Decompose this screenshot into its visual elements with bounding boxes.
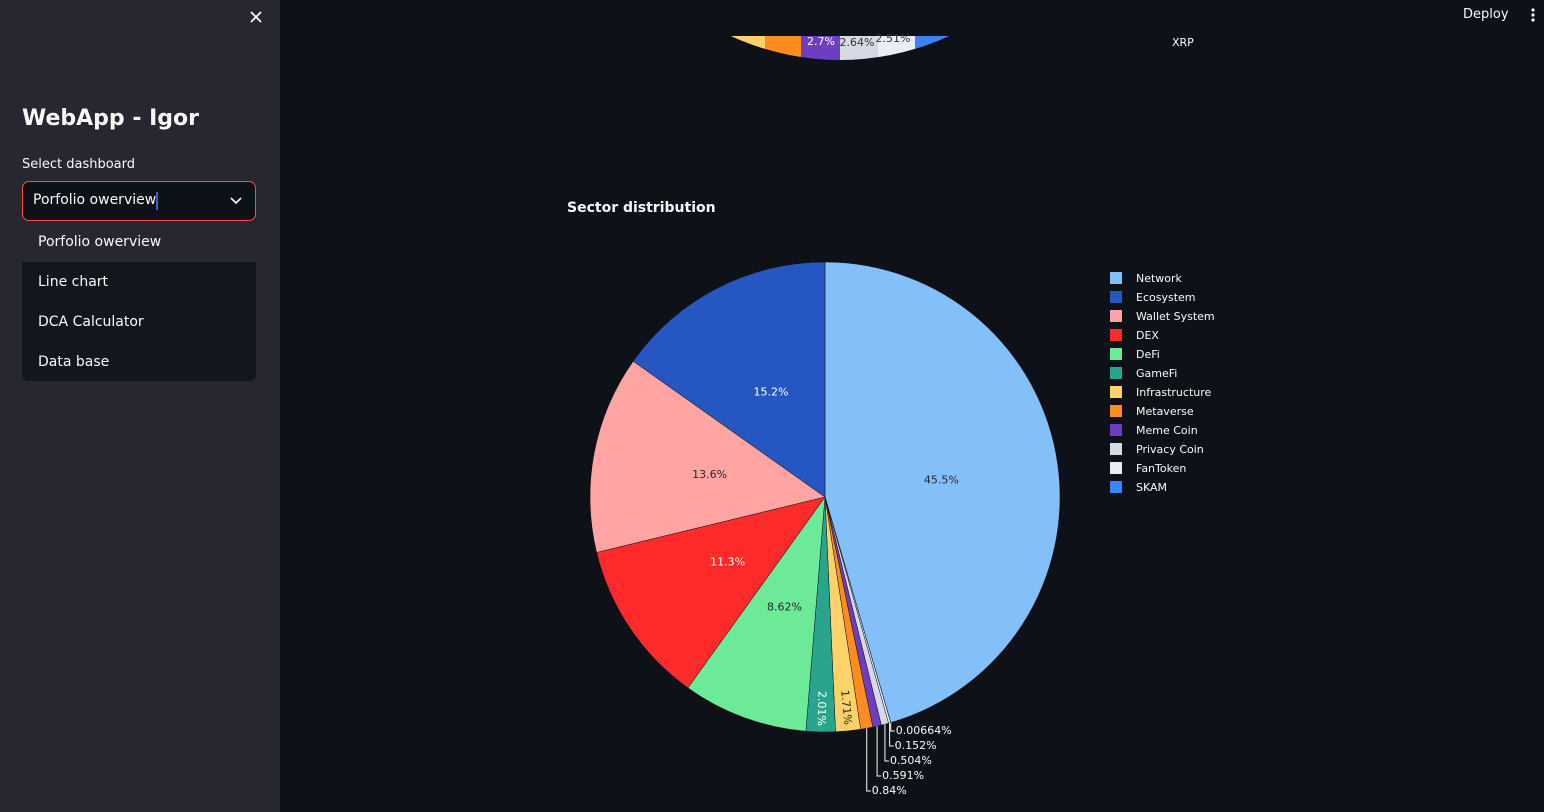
legend-label: SKAM — [1136, 481, 1167, 494]
legend-label: Metaverse — [1136, 405, 1194, 418]
pie-slice — [824, 496, 891, 724]
slice-label: 11.3% — [710, 556, 745, 569]
option[interactable]: DCA Calculator — [38, 314, 144, 330]
legend-label: Privacy Coin — [1136, 443, 1204, 456]
app-title: WebApp - Igor — [22, 106, 200, 131]
pie-slice — [824, 496, 892, 723]
pie-slice — [824, 496, 882, 728]
pie-slice — [805, 496, 836, 733]
deploy-button[interactable]: Deploy — [1463, 7, 1509, 22]
fragment-label: 2.7% — [807, 35, 835, 48]
select-value: Porfolio owerview — [33, 192, 157, 208]
slice-label: 8.62% — [767, 600, 802, 613]
legend-label: Network — [1136, 272, 1183, 285]
legend-swatch — [1110, 405, 1122, 417]
legend-swatch — [1110, 386, 1122, 398]
options-list: Porfolio owerview Line chart DCA Calculato… — [22, 222, 256, 381]
legend-label: DEX — [1136, 329, 1159, 342]
pie-slice — [824, 496, 874, 730]
fragment-label: 2.51% — [876, 32, 911, 45]
legend-swatch — [1110, 310, 1122, 322]
legend-label: Ecosystem — [1136, 291, 1196, 304]
pie-slice — [596, 496, 826, 689]
legend-label: DeFi — [1136, 348, 1160, 361]
legend-swatch — [1110, 367, 1122, 379]
pie-slice — [824, 496, 861, 733]
legend-swatch — [1110, 462, 1122, 474]
slice-label: 0.84% — [872, 784, 907, 797]
legend-swatch — [1110, 291, 1122, 303]
slice-label: 1.71% — [838, 689, 854, 725]
option[interactable]: Line chart — [38, 274, 109, 290]
option[interactable]: Data base — [38, 354, 110, 370]
leader-line — [889, 722, 894, 747]
legend-swatch — [1110, 272, 1122, 284]
leader-line — [876, 726, 882, 777]
select-box[interactable]: Porfolio owerview — [22, 181, 256, 221]
legend-label: Meme Coin — [1136, 424, 1198, 437]
chart-title: Sector distribution — [567, 200, 716, 216]
legend-swatch — [1110, 329, 1122, 341]
select-icons — [156, 192, 242, 210]
pie-slice — [824, 261, 1061, 723]
pie-slice — [824, 496, 889, 726]
legend-label: Infrastructure — [1136, 386, 1212, 399]
legend-label: GameFi — [1136, 367, 1177, 380]
slice-label: 0.591% — [882, 769, 924, 782]
legend-swatch — [1110, 424, 1122, 436]
pie-slice — [632, 261, 826, 498]
pie-slice — [589, 360, 826, 553]
legend-swatch — [1110, 481, 1122, 493]
slice-label: 13.6% — [692, 468, 727, 481]
legend-label: FanToken — [1136, 462, 1186, 475]
fragment-label: 2.64% — [840, 36, 875, 49]
slice-label: 0.504% — [890, 754, 932, 767]
slice-label: 0.152% — [895, 739, 937, 752]
option[interactable]: Porfolio owerview — [22, 222, 256, 262]
legend-swatch — [1110, 348, 1122, 360]
slice-label: 2.01% — [815, 691, 829, 726]
fragment-legend: XRP — [1172, 36, 1194, 49]
slice-label: 45.5% — [924, 473, 959, 486]
leader-line — [884, 724, 889, 762]
leader-line — [890, 722, 895, 732]
slice-label: 0.00664% — [896, 724, 952, 737]
sidebar: WebApp - Igor Select dashboard Porfolio … — [0, 0, 280, 812]
top-pie-fragment — [730, 36, 955, 60]
select-label: Select dashboard — [22, 157, 136, 172]
legend-label: Wallet System — [1136, 310, 1215, 323]
leader-line — [866, 728, 871, 792]
pie-slice — [687, 496, 826, 732]
legend-swatch — [1110, 443, 1122, 455]
menu-icon[interactable] — [1531, 8, 1535, 22]
slice-label: 15.2% — [754, 386, 789, 399]
